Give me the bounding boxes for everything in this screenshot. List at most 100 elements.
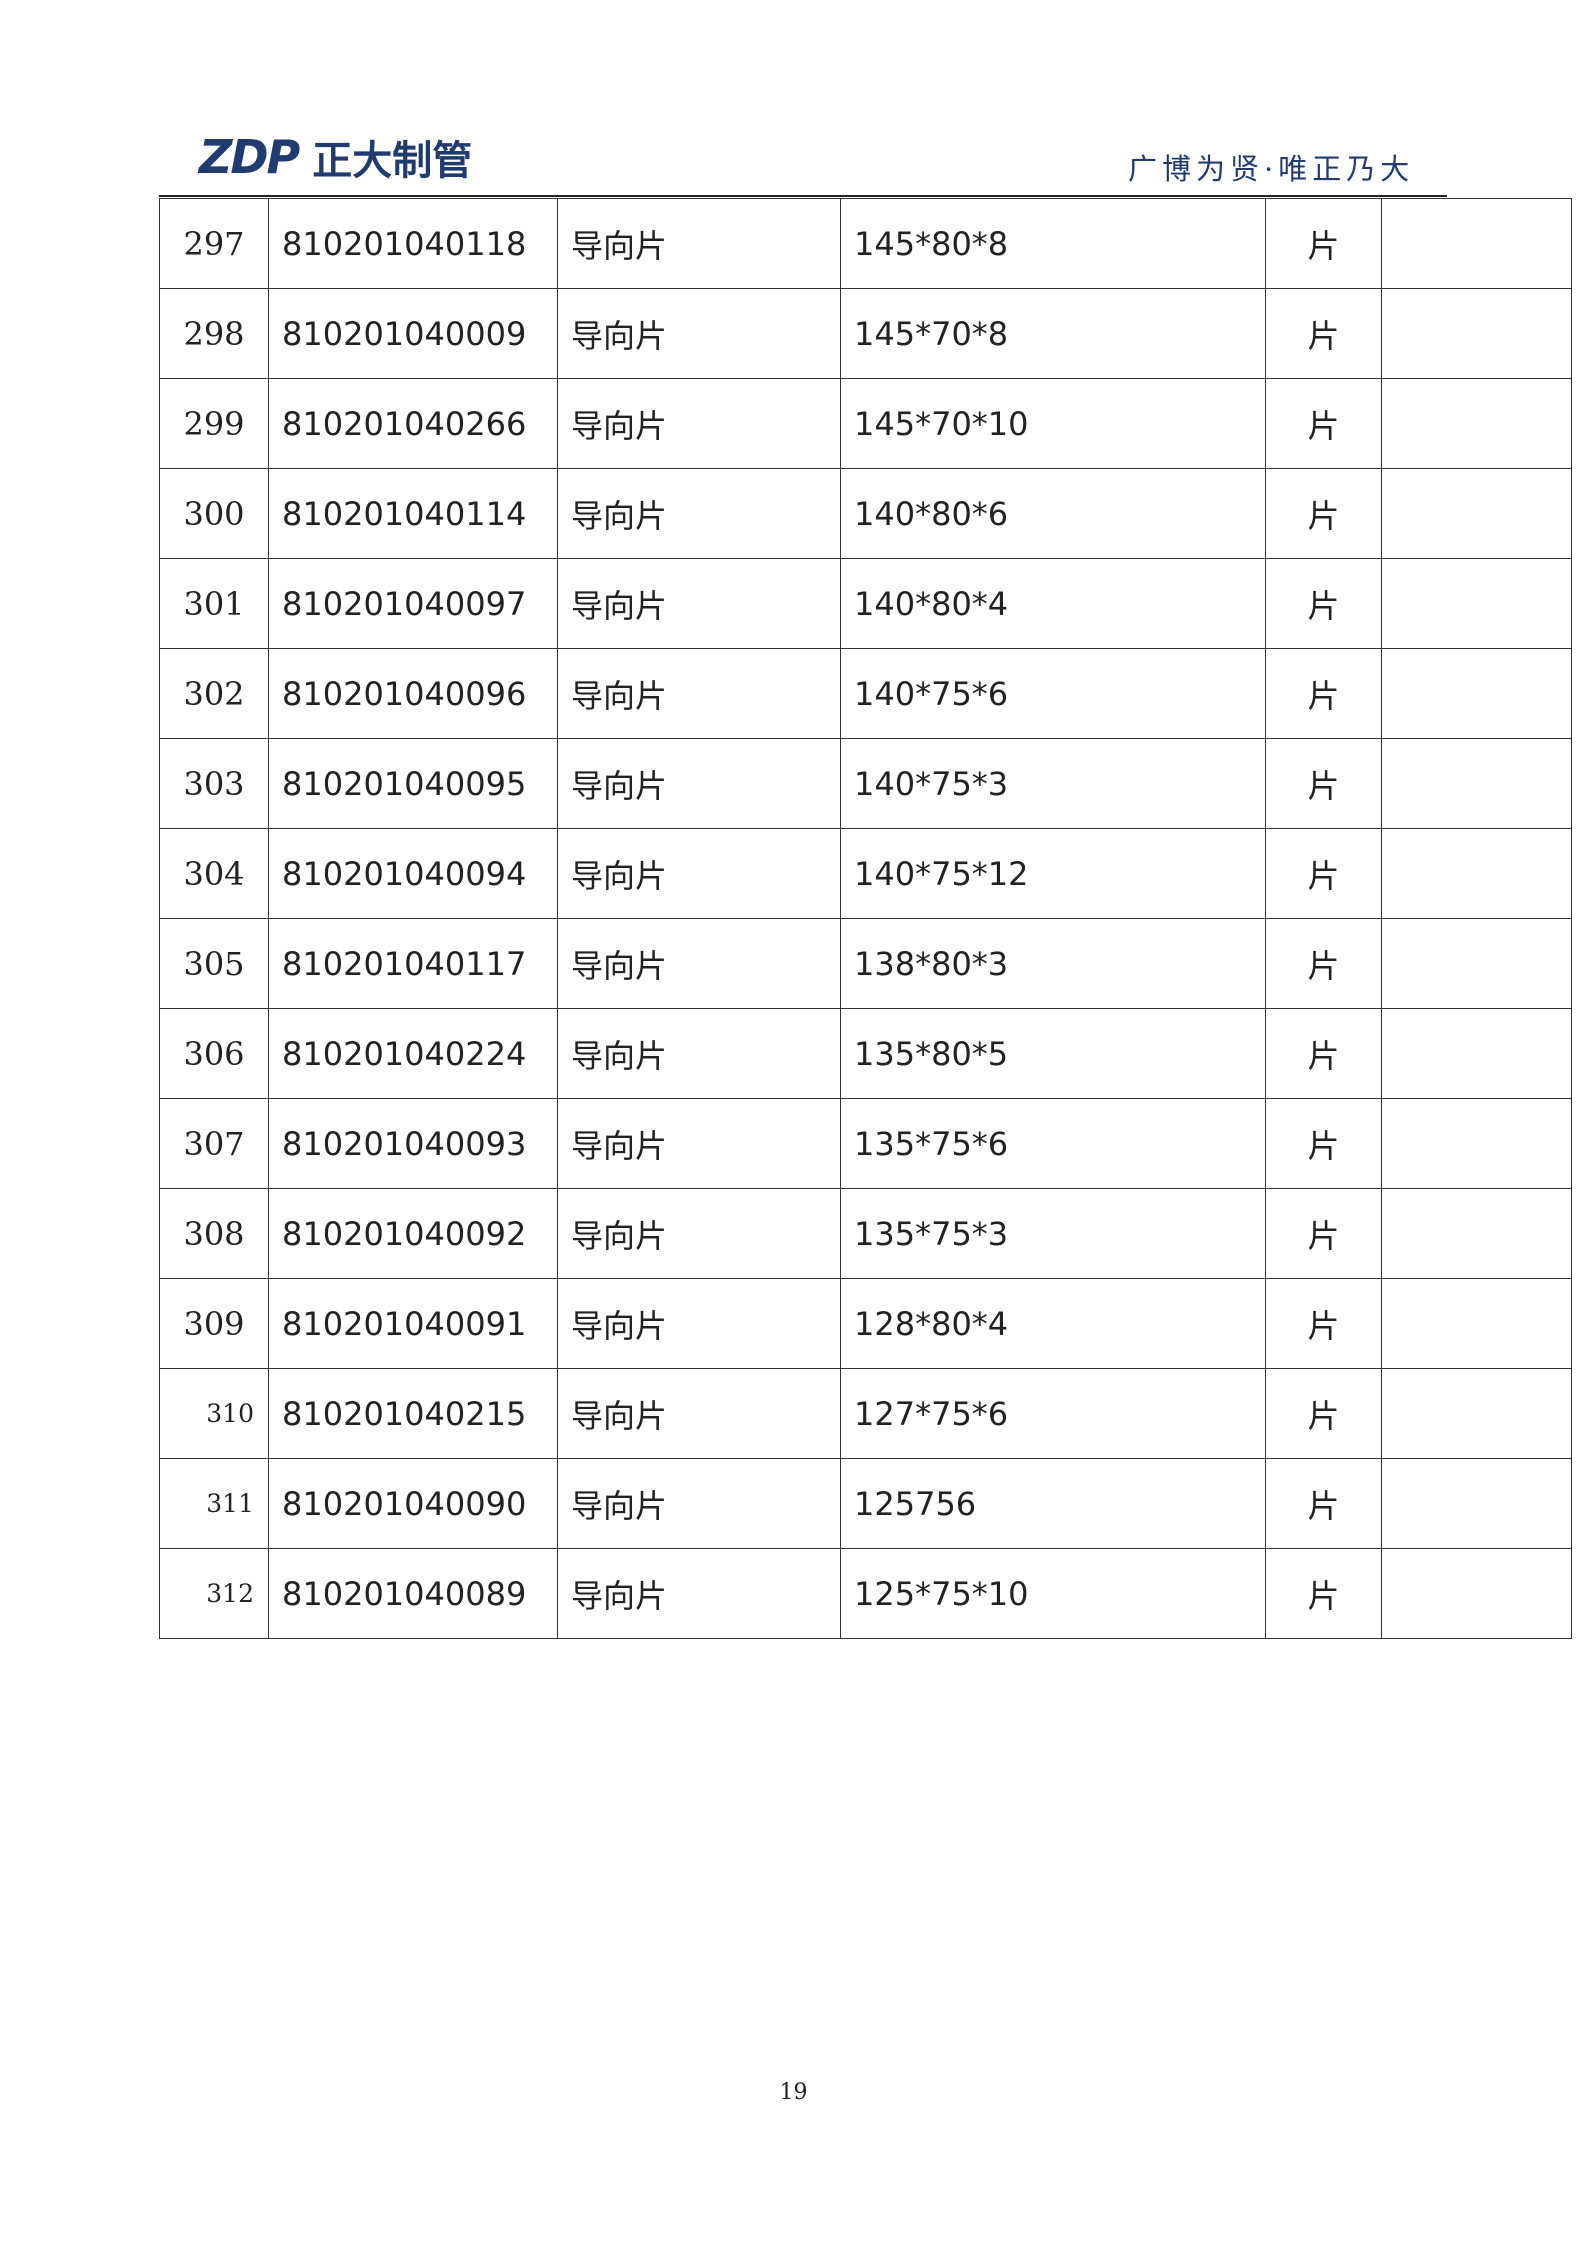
- row-number: 297: [159, 198, 269, 289]
- remark: [1381, 1458, 1572, 1549]
- part-spec: 145*70*10: [840, 378, 1266, 469]
- table-row: 311 810201040090 导向片 125756 片: [159, 1458, 1572, 1549]
- remark: [1381, 1548, 1572, 1639]
- unit: 片: [1265, 648, 1382, 739]
- row-number: 302: [159, 648, 269, 739]
- table-row: 297 810201040118 导向片 145*80*8 片: [159, 198, 1572, 289]
- logo-mark: ZDP: [199, 130, 300, 184]
- part-name: 导向片: [557, 1098, 841, 1189]
- table-row: 301 810201040097 导向片 140*80*4 片: [159, 558, 1572, 649]
- unit: 片: [1265, 1098, 1382, 1189]
- part-code: 810201040092: [268, 1188, 558, 1279]
- part-name: 导向片: [557, 468, 841, 559]
- unit: 片: [1265, 738, 1382, 829]
- remark: [1381, 1278, 1572, 1369]
- part-spec: 140*75*3: [840, 738, 1266, 829]
- parts-table: 297 810201040118 导向片 145*80*8 片 298 8102010400…: [159, 198, 1572, 1639]
- table-row: 300 810201040114 导向片 140*80*6 片: [159, 468, 1572, 559]
- part-name: 导向片: [557, 1548, 841, 1639]
- remark: [1381, 1188, 1572, 1279]
- table-row: 308 810201040092 导向片 135*75*3 片: [159, 1188, 1572, 1279]
- unit: 片: [1265, 1548, 1382, 1639]
- remark: [1381, 648, 1572, 739]
- remark: [1381, 378, 1572, 469]
- unit: 片: [1265, 378, 1382, 469]
- part-code: 810201040091: [268, 1278, 558, 1369]
- remark: [1381, 1368, 1572, 1459]
- remark: [1381, 558, 1572, 649]
- page-number: 19: [779, 2080, 808, 2105]
- row-number: 310: [159, 1368, 269, 1459]
- row-number: 306: [159, 1008, 269, 1099]
- part-code: 810201040224: [268, 1008, 558, 1099]
- row-number: 304: [159, 828, 269, 919]
- unit: 片: [1265, 198, 1382, 289]
- part-name: 导向片: [557, 738, 841, 829]
- row-number: 300: [159, 468, 269, 559]
- unit: 片: [1265, 288, 1382, 379]
- part-code: 810201040114: [268, 468, 558, 559]
- part-spec: 125756: [840, 1458, 1266, 1549]
- table-row: 304 810201040094 导向片 140*75*12 片: [159, 828, 1572, 919]
- slogan: 广博为贤·唯正乃大: [1128, 152, 1415, 186]
- remark: [1381, 1098, 1572, 1189]
- unit: 片: [1265, 1188, 1382, 1279]
- remark: [1381, 1008, 1572, 1099]
- part-spec: 127*75*6: [840, 1368, 1266, 1459]
- part-spec: 135*75*3: [840, 1188, 1266, 1279]
- row-number: 309: [159, 1278, 269, 1369]
- remark: [1381, 468, 1572, 559]
- table-row: 302 810201040096 导向片 140*75*6 片: [159, 648, 1572, 739]
- part-code: 810201040095: [268, 738, 558, 829]
- unit: 片: [1265, 1368, 1382, 1459]
- part-spec: 140*75*6: [840, 648, 1266, 739]
- part-name: 导向片: [557, 918, 841, 1009]
- remark: [1381, 738, 1572, 829]
- table-row: 299 810201040266 导向片 145*70*10 片: [159, 378, 1572, 469]
- table-row: 306 810201040224 导向片 135*80*5 片: [159, 1008, 1572, 1099]
- part-spec: 140*80*4: [840, 558, 1266, 649]
- part-code: 810201040096: [268, 648, 558, 739]
- remark: [1381, 828, 1572, 919]
- part-code: 810201040117: [268, 918, 558, 1009]
- part-spec: 145*80*8: [840, 198, 1266, 289]
- row-number: 298: [159, 288, 269, 379]
- row-number: 303: [159, 738, 269, 829]
- part-name: 导向片: [557, 1278, 841, 1369]
- part-spec: 138*80*3: [840, 918, 1266, 1009]
- part-name: 导向片: [557, 378, 841, 469]
- row-number: 301: [159, 558, 269, 649]
- table-row: 303 810201040095 导向片 140*75*3 片: [159, 738, 1572, 829]
- unit: 片: [1265, 828, 1382, 919]
- row-number: 311: [159, 1458, 269, 1549]
- table-row: 307 810201040093 导向片 135*75*6 片: [159, 1098, 1572, 1189]
- row-number: 307: [159, 1098, 269, 1189]
- part-spec: 145*70*8: [840, 288, 1266, 379]
- remark: [1381, 198, 1572, 289]
- part-name: 导向片: [557, 648, 841, 739]
- part-code: 810201040009: [268, 288, 558, 379]
- part-spec: 135*80*5: [840, 1008, 1266, 1099]
- part-spec: 128*80*4: [840, 1278, 1266, 1369]
- part-name: 导向片: [557, 1188, 841, 1279]
- remark: [1381, 288, 1572, 379]
- remark: [1381, 918, 1572, 1009]
- part-code: 810201040094: [268, 828, 558, 919]
- table-row: 298 810201040009 导向片 145*70*8 片: [159, 288, 1572, 379]
- part-code: 810201040097: [268, 558, 558, 649]
- logo: ZDP 正大制管: [199, 130, 472, 184]
- table-row: 305 810201040117 导向片 138*80*3 片: [159, 918, 1572, 1009]
- table-row: 310 810201040215 导向片 127*75*6 片: [159, 1368, 1572, 1459]
- row-number: 312: [159, 1548, 269, 1639]
- header-rule: [159, 195, 1447, 197]
- part-code: 810201040090: [268, 1458, 558, 1549]
- part-code: 810201040093: [268, 1098, 558, 1189]
- part-name: 导向片: [557, 288, 841, 379]
- table-row: 309 810201040091 导向片 128*80*4 片: [159, 1278, 1572, 1369]
- part-spec: 140*75*12: [840, 828, 1266, 919]
- unit: 片: [1265, 1458, 1382, 1549]
- row-number: 305: [159, 918, 269, 1009]
- unit: 片: [1265, 468, 1382, 559]
- part-code: 810201040089: [268, 1548, 558, 1639]
